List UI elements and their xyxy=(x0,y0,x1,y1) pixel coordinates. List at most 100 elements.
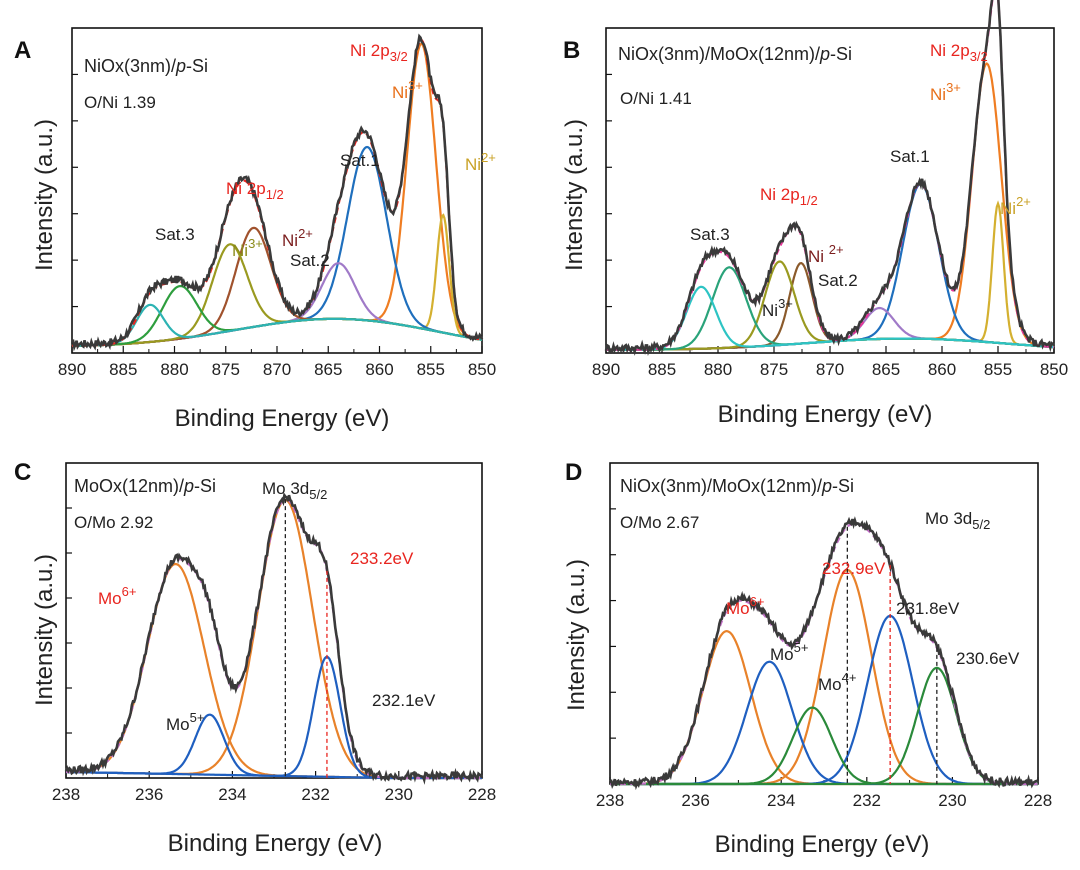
panel-d-label-e3: 230.6eV xyxy=(956,649,1020,668)
panel-b-frame xyxy=(605,27,1055,354)
panel-a-ylabel: Intensity (a.u.) xyxy=(31,119,58,271)
panel-b-xlabel: Binding Energy (eV) xyxy=(718,401,933,428)
panel-b-xtick-label: 850 xyxy=(1040,360,1068,379)
panel-a-peak-ni3-2p1-2 xyxy=(71,243,483,347)
panel-b-xtick-label: 885 xyxy=(648,360,676,379)
panel-d-frame xyxy=(609,462,1039,785)
panel-a-xtick-label: 855 xyxy=(417,360,445,379)
panel-c-frame xyxy=(65,462,483,779)
panel-d-xtick-label: 238 xyxy=(596,791,624,810)
panel-d-label-mo6: Mo6+ xyxy=(726,594,764,618)
panel-c-ylabel: Intensity (a.u.) xyxy=(31,554,58,706)
panel-c-xtick-label: 234 xyxy=(218,785,246,804)
panel-a-xtick-label: 870 xyxy=(263,360,291,379)
panel-b-ratio: O/Ni 1.41 xyxy=(620,89,692,108)
panel-a-peak-sat-1 xyxy=(71,145,483,347)
panel-d-peak-mo4-3d3-2 xyxy=(610,706,1038,786)
panel-d-xlabel: Binding Energy (eV) xyxy=(715,831,930,858)
panel-a-xtick-label: 885 xyxy=(109,360,137,379)
panel-b-measured-spectrum xyxy=(604,0,1055,356)
panel-b-xtick-label: 890 xyxy=(592,360,620,379)
panel-d-xtick-label: 234 xyxy=(767,791,795,810)
panel-d-sample-label: NiOx(3nm)/MoOx(12nm)/p-Si xyxy=(620,476,854,496)
panel-d-label-mo4: Mo4+ xyxy=(818,670,856,694)
panel-b: B Intensity (a.u.) Binding Energy (eV) NiOx… xyxy=(561,0,1068,428)
panel-b-label-ni2: Ni2+ xyxy=(1000,194,1031,218)
panel-a-sample-label: NiOx(3nm)/p-Si xyxy=(84,56,208,76)
panel-c-xtick-label: 236 xyxy=(135,785,163,804)
panel-a-xtick-label: 860 xyxy=(365,360,393,379)
panel-a-label-sat3: Sat.3 xyxy=(155,225,195,244)
panel-b-label-sat1: Sat.1 xyxy=(890,147,930,166)
panel-a-peak-sat-3-b xyxy=(71,303,483,347)
panel-d-measured-spectrum xyxy=(609,516,1039,791)
panel-b-xtick-label: 880 xyxy=(704,360,732,379)
panel-d-peak-mo5-3d5-2 xyxy=(610,614,1038,786)
panel-b-xtick-label: 865 xyxy=(872,360,900,379)
panel-c-xtick-label: 228 xyxy=(468,785,496,804)
panel-c-peak-mo5-3d5-2 xyxy=(66,655,482,780)
panel-a-measured-spectrum xyxy=(71,33,484,352)
panel-a-label-ni2: Ni2+ xyxy=(465,150,496,174)
panel-b-label-main-peak: Ni 2p3/2 xyxy=(930,41,988,64)
panel-c-label-mo3d: Mo 3d5/2 xyxy=(262,479,327,502)
panel-c-letter: C xyxy=(14,459,31,486)
panel-d-xtick-label: 228 xyxy=(1024,791,1052,810)
panel-a-label-main-peak: Ni 2p3/2 xyxy=(350,41,408,64)
panel-d-xtick-label: 236 xyxy=(681,791,709,810)
panel-a-xtick-label: 850 xyxy=(468,360,496,379)
panel-d-label-mo5: Mo5+ xyxy=(770,640,808,664)
panel-a-label-ni3: Ni3+ xyxy=(392,78,423,102)
panel-c-label-mo6: Mo6+ xyxy=(98,584,136,608)
panel-a-peak-sat-3-a xyxy=(71,285,483,347)
panel-a-label-sat1: Sat.1 xyxy=(340,151,380,170)
panel-b-ylabel: Intensity (a.u.) xyxy=(561,119,588,271)
panel-d: D Intensity (a.u.) Binding Energy (eV) NiOx… xyxy=(563,459,1052,858)
panel-a-xlabel: Binding Energy (eV) xyxy=(175,405,390,432)
panel-d-xtick-label: 230 xyxy=(938,791,966,810)
panel-c-measured-spectrum xyxy=(64,492,484,785)
panel-c-sample-label: MoOx(12nm)/p-Si xyxy=(74,476,216,496)
panel-c: C Intensity (a.u.) Binding Energy (eV) MoOx… xyxy=(14,459,496,857)
panel-c-label-mo5: Mo5+ xyxy=(166,710,204,734)
panel-c-xtick-label: 230 xyxy=(385,785,413,804)
panel-b-xtick-label: 855 xyxy=(984,360,1012,379)
panel-c-label-e1: 233.2eV xyxy=(350,549,414,568)
panel-a-xtick-label: 865 xyxy=(314,360,342,379)
panel-d-ylabel: Intensity (a.u.) xyxy=(563,559,590,711)
panel-d-xtick-label: 232 xyxy=(853,791,881,810)
panel-d-label-e1: 232.9eV xyxy=(822,559,886,578)
panel-b-label-p12: Ni 2p1/2 xyxy=(760,185,818,208)
panel-a-ratio: O/Ni 1.39 xyxy=(84,93,156,112)
panel-b-letter: B xyxy=(563,37,580,64)
panel-b-xtick-label: 875 xyxy=(760,360,788,379)
panel-c-label-e2: 232.1eV xyxy=(372,691,436,710)
panel-d-label-e2: 231.8eV xyxy=(896,599,960,618)
panel-b-xtick-label: 870 xyxy=(816,360,844,379)
panel-c-peak-mo6-3d5-2 xyxy=(66,498,482,780)
panel-d-letter: D xyxy=(565,459,582,486)
panel-c-fit-envelope xyxy=(66,497,482,780)
panel-a-xtick-label: 890 xyxy=(58,360,86,379)
panel-a-label-ni3-12: Ni3+ xyxy=(232,236,263,260)
panel-b-sample-label: NiOx(3nm)/MoOx(12nm)/p-Si xyxy=(618,44,852,64)
panel-a-xtick-label: 880 xyxy=(160,360,188,379)
panel-b-label-sat2: Sat.2 xyxy=(818,271,858,290)
panel-a-xtick-label: 875 xyxy=(212,360,240,379)
panel-d-label-mo3d: Mo 3d5/2 xyxy=(925,509,990,532)
panel-c-xlabel: Binding Energy (eV) xyxy=(168,830,383,857)
panel-c-xtick-label: 232 xyxy=(301,785,329,804)
panel-a-label-p12: Ni 2p1/2 xyxy=(226,179,284,202)
panel-b-xtick-label: 860 xyxy=(928,360,956,379)
panel-c-xtick-label: 238 xyxy=(52,785,80,804)
panel-a-label-sat2: Sat.2 xyxy=(290,251,330,270)
panel-b-label-ni3: Ni3+ xyxy=(930,80,961,104)
panel-b-label-ni3-12: Ni3+ xyxy=(762,296,793,320)
panel-a-label-ni2-12: Ni2+ xyxy=(282,226,313,250)
panel-d-ratio: O/Mo 2.67 xyxy=(620,513,699,532)
panel-b-label-ni2-12: Ni 2+ xyxy=(808,242,844,266)
panel-a-letter: A xyxy=(14,37,31,64)
panel-a: A Intensity (a.u.) Binding Energy (eV) NiOx… xyxy=(14,27,496,432)
panel-b-label-sat3: Sat.3 xyxy=(690,225,730,244)
